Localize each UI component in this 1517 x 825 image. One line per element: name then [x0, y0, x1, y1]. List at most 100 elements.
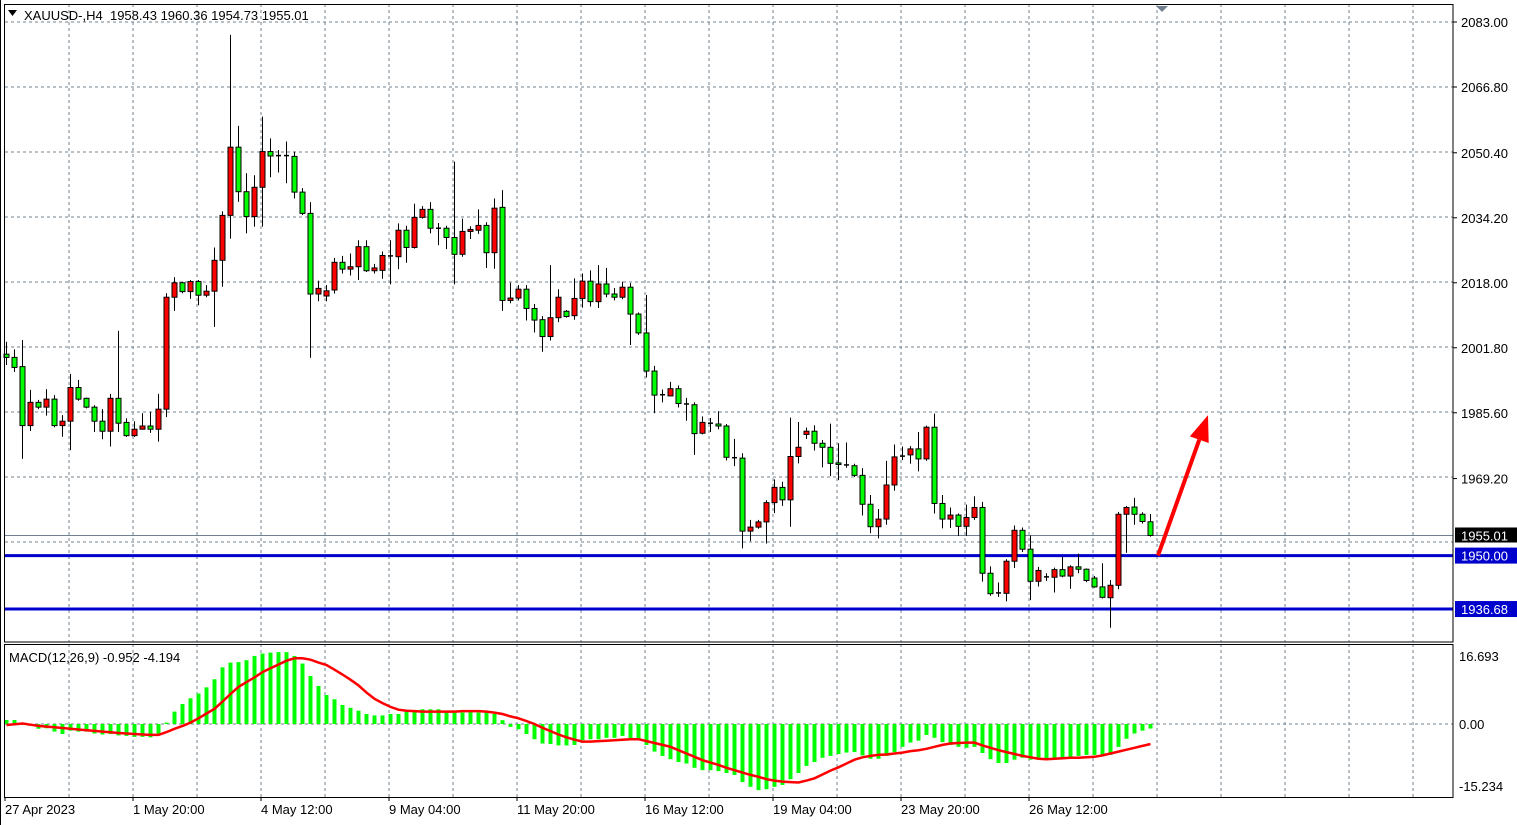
- candle: [43, 389, 50, 416]
- candle-body-bear: [51, 398, 58, 427]
- macd-histogram-bar: [1100, 724, 1105, 755]
- candle-body-bear: [339, 261, 346, 270]
- candle: [187, 279, 194, 299]
- candle: [75, 379, 82, 401]
- candle: [1099, 563, 1106, 599]
- candle-body-bull: [371, 267, 378, 272]
- candle-body-bear: [539, 319, 546, 338]
- macd-histogram-bar: [1108, 724, 1113, 755]
- candle: [1011, 525, 1018, 569]
- candle: [755, 519, 762, 529]
- candle-body-bull: [315, 287, 322, 295]
- candle: [732, 438, 737, 467]
- candle-body-bear: [811, 430, 818, 444]
- macd-histogram-bar: [1076, 724, 1081, 756]
- candle-body-bull: [763, 502, 770, 523]
- candle-body-bear: [11, 356, 18, 368]
- candle-body-bear: [1147, 521, 1154, 536]
- macd-histogram-bar: [124, 724, 129, 736]
- candle: [851, 463, 858, 477]
- current-price-label: 1955.01: [1461, 528, 1508, 543]
- candle: [595, 265, 602, 309]
- macd-histogram-bar: [716, 724, 721, 772]
- candle: [459, 218, 466, 257]
- candle: [787, 417, 794, 527]
- arrow-shaft[interactable]: [1156, 438, 1202, 557]
- candle: [915, 432, 922, 472]
- macd-histogram-bar: [908, 724, 913, 743]
- axes: 2083.00 2066.80 2050.40 2034.20 2018.00 2001.…: [4, 15, 1517, 817]
- candle-body-bull: [619, 286, 626, 298]
- macd-histogram-bar: [1012, 724, 1017, 760]
- macd-histogram-bar: [924, 724, 929, 735]
- macd-signal-line: [6, 657, 1151, 784]
- candle: [347, 253, 354, 276]
- horizontal-levels[interactable]: [5, 534, 1453, 611]
- macd-histogram-bar: [1004, 724, 1009, 764]
- macd-histogram-bar: [212, 679, 217, 724]
- candle-body-bull: [747, 526, 754, 532]
- macd-histogram-bar: [172, 711, 177, 724]
- level-price-label: 1936.68: [1461, 602, 1508, 617]
- time-axis-label: 26 May 12:00: [1029, 802, 1108, 817]
- macd-histogram-bar: [764, 724, 769, 790]
- candle: [844, 442, 849, 468]
- candle: [603, 267, 610, 298]
- macd-histogram-bar: [516, 724, 521, 730]
- candle: [107, 393, 114, 447]
- candle-body-bear: [739, 457, 746, 532]
- candle-body-bear: [451, 236, 458, 255]
- macd-histogram-bar: [332, 699, 337, 724]
- arrow-up-icon[interactable]: [1189, 415, 1209, 444]
- candle-body-bull: [395, 229, 402, 258]
- macd-histogram-bar: [804, 724, 809, 766]
- candle-body-bull: [227, 146, 234, 216]
- candle-body-bear: [715, 423, 722, 427]
- candle: [443, 225, 450, 250]
- macd-histogram-bar: [452, 712, 457, 724]
- macd-histogram-bar: [12, 720, 17, 724]
- candle-body-bull: [163, 296, 170, 410]
- macd-histogram-bar: [1020, 724, 1025, 758]
- candle-body-bear: [1099, 586, 1106, 598]
- macd-indicator: [4, 652, 1153, 791]
- candle: [555, 289, 562, 323]
- candle-body-bear: [643, 332, 650, 372]
- candle: [651, 365, 658, 414]
- candle: [996, 582, 1001, 597]
- macd-histogram-bar: [76, 724, 81, 732]
- macd-histogram-bar: [940, 724, 945, 743]
- candle-body-bull: [1067, 566, 1074, 577]
- candle-body-bear: [83, 397, 90, 408]
- time-axis-label: 16 May 12:00: [645, 802, 724, 817]
- candle-body-bull: [155, 408, 162, 430]
- candle: [947, 507, 954, 528]
- macd-histogram-bar: [180, 704, 185, 724]
- candle-body-bear: [627, 286, 634, 315]
- candle: [835, 443, 842, 481]
- triangle-down-icon[interactable]: [8, 10, 17, 16]
- macd-histogram-bar: [140, 724, 145, 737]
- candle-body-bear: [587, 280, 594, 303]
- candle-body-bear: [851, 465, 858, 476]
- candle-body-bull: [211, 259, 218, 292]
- macd-histogram-bar: [1148, 724, 1153, 729]
- macd-histogram-bar: [380, 715, 385, 724]
- current-price-tag: [1455, 527, 1517, 543]
- candle-body-bear: [819, 442, 826, 448]
- macd-histogram-bar: [164, 722, 169, 724]
- candle: [1083, 568, 1090, 583]
- candle: [1067, 565, 1074, 589]
- candle: [723, 424, 730, 461]
- candle: [251, 175, 258, 227]
- macd-histogram-bar: [404, 711, 409, 724]
- candle: [467, 226, 474, 240]
- candle: [284, 141, 289, 184]
- annotations[interactable]: [1156, 415, 1209, 557]
- chart-shift-marker-icon[interactable]: [1156, 6, 1168, 12]
- candle-body-bear: [299, 191, 306, 214]
- candle-body-bull: [1003, 560, 1010, 594]
- macd-histogram-bar: [1084, 724, 1089, 755]
- candle-body-bear: [563, 310, 570, 317]
